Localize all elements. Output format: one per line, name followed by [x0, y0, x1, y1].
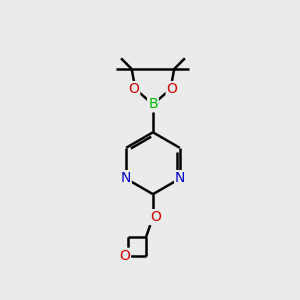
Text: O: O: [119, 249, 130, 263]
Text: B: B: [148, 98, 158, 111]
Text: O: O: [150, 210, 161, 224]
Text: O: O: [167, 82, 178, 96]
Text: N: N: [175, 171, 185, 185]
Text: O: O: [128, 82, 139, 96]
Text: N: N: [120, 171, 131, 185]
